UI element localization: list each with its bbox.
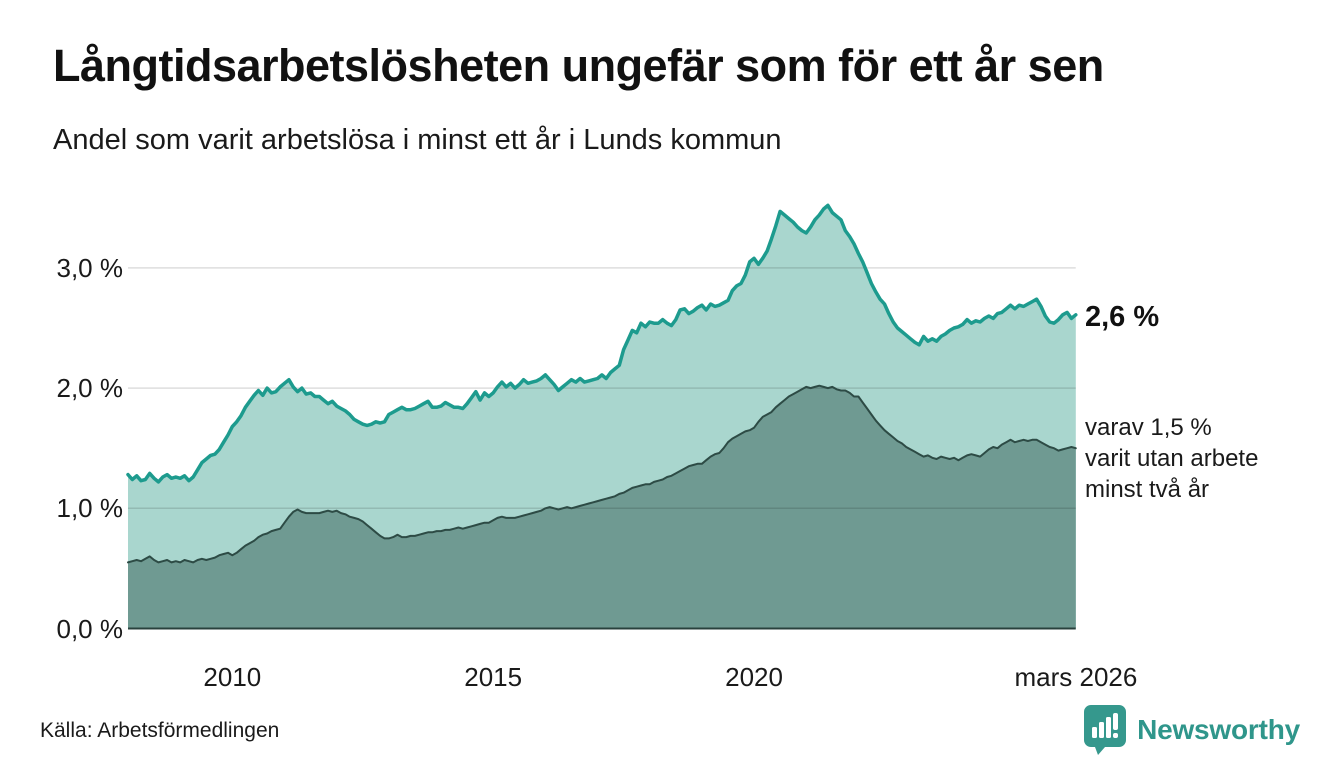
newsworthy-logo: Newsworthy: [1083, 704, 1300, 756]
line-two-years: [127, 384, 1077, 564]
x-tick-label: mars 2026: [1014, 662, 1138, 692]
y-tick-label: 3,0 %: [56, 252, 124, 283]
secondary-annotation-line: varav 1,5 %: [1085, 414, 1212, 441]
secondary-annotation-line: varit utan arbete: [1085, 445, 1259, 472]
area-two-years: [128, 385, 1076, 629]
source-caption: Källa: Arbetsförmedlingen: [40, 719, 280, 742]
secondary-annotation-line: minst två år: [1085, 476, 1210, 503]
secondary-annotation: varav 1,5 % varit utan arbete minst två …: [1085, 412, 1258, 505]
x-tick-label: 2015: [464, 662, 523, 692]
x-tick-label: 2020: [725, 662, 783, 692]
y-tick-label: 2,0 %: [56, 373, 124, 404]
page-title: Långtidsarbetslösheten ungefär som för e…: [53, 40, 1104, 91]
newsworthy-logo-text: Newsworthy: [1137, 714, 1300, 745]
latest-value-label: 2,6 %: [1085, 301, 1160, 333]
page-subtitle: Andel som varit arbetslösa i minst ett å…: [53, 124, 782, 156]
newsworthy-logo-icon: [1084, 705, 1127, 755]
line-one-year: [126, 203, 1078, 484]
x-tick-label: 2010: [203, 662, 262, 692]
y-tick-label: 0,0 %: [56, 613, 124, 644]
y-tick-label: 1,0 %: [56, 493, 124, 524]
